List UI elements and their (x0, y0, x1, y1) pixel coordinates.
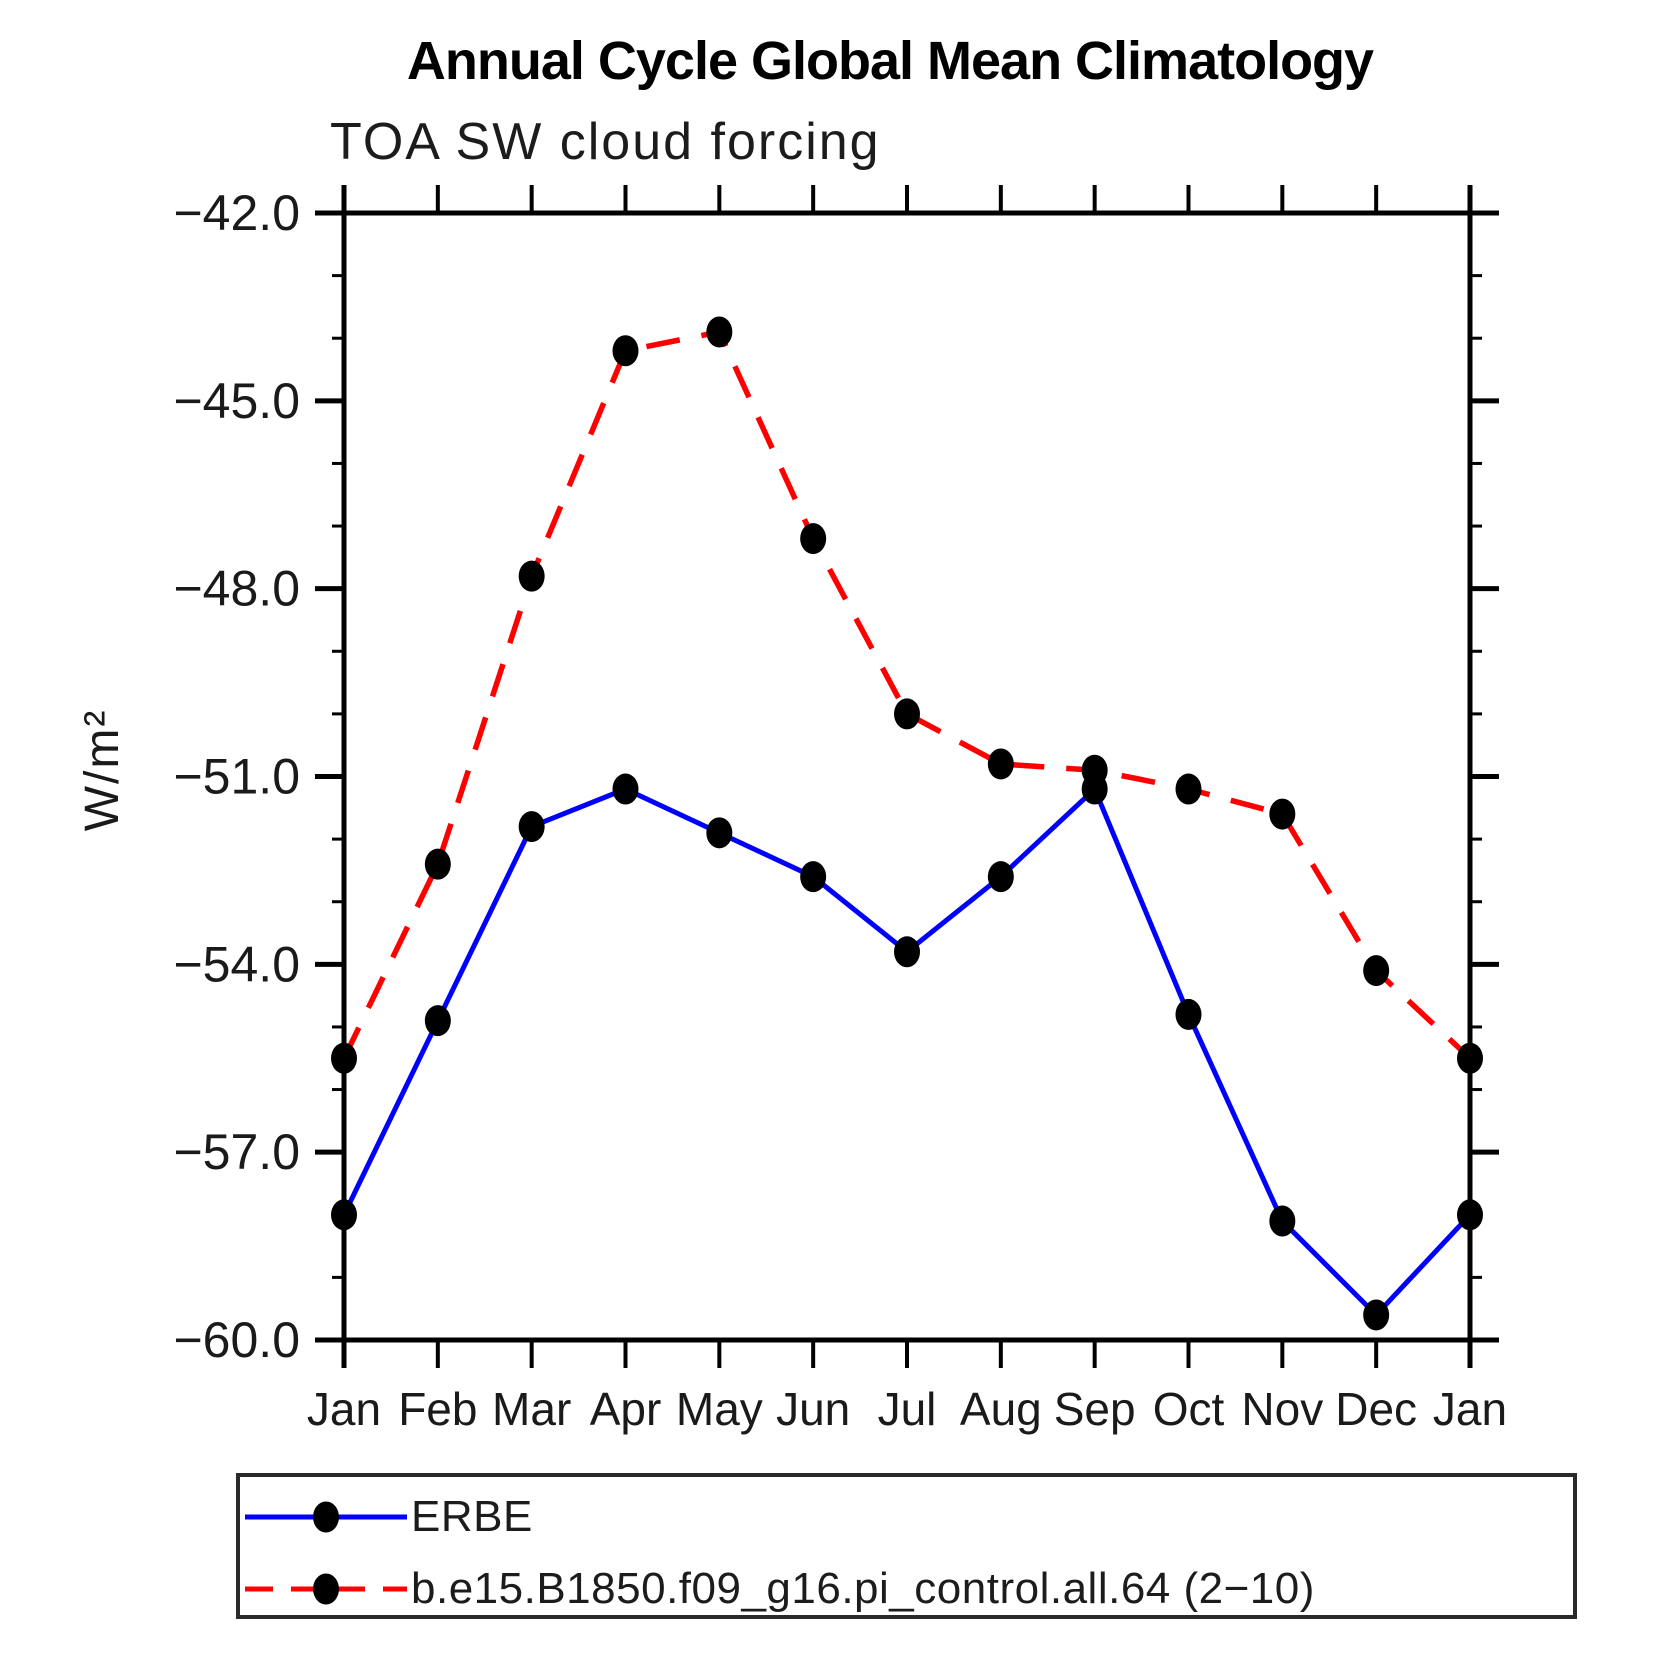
legend-line-sample-model (245, 1573, 407, 1605)
data-point-marker (987, 861, 1014, 893)
y-tick-label: −60.0 (173, 1312, 300, 1368)
y-tick-label: −45.0 (173, 373, 300, 429)
data-point-marker (800, 861, 827, 893)
y-tick-label: −51.0 (173, 749, 300, 805)
x-tick-label: Jan (1433, 1383, 1507, 1435)
x-tick-label: Jan (307, 1383, 381, 1435)
data-point-marker (518, 560, 545, 592)
data-point-marker (706, 316, 733, 348)
y-tick-label: −42.0 (173, 185, 300, 241)
data-point-marker (1457, 1042, 1483, 1074)
data-point-marker (331, 1042, 357, 1074)
y-tick-label: −48.0 (173, 561, 300, 617)
y-tick-label: −57.0 (173, 1124, 300, 1180)
data-point-marker (1363, 955, 1390, 987)
data-point-marker (1269, 1205, 1296, 1237)
legend-entry-model: b.e15.B1850.f09_g16.pi_control.all.64 (2… (245, 1567, 1315, 1611)
y-tick-label: −54.0 (173, 936, 300, 992)
data-point-marker (894, 936, 920, 968)
data-point-marker (612, 335, 639, 367)
data-point-marker (1175, 998, 1202, 1030)
data-point-marker (1363, 1299, 1390, 1331)
page-title: Annual Cycle Global Mean Climatology (406, 31, 1374, 91)
legend-label-erbe: ERBE (411, 1492, 533, 1541)
x-tick-label: Nov (1241, 1383, 1323, 1435)
x-tick-label: Dec (1335, 1383, 1417, 1435)
legend-sample-marker (313, 1501, 339, 1533)
data-point-marker (987, 748, 1014, 780)
data-point-marker (424, 1005, 451, 1037)
data-point-marker (1457, 1199, 1483, 1231)
data-point-marker (1269, 798, 1296, 830)
legend-line-sample-erbe (245, 1501, 407, 1533)
x-tick-label: Jun (776, 1383, 850, 1435)
x-tick-label: Feb (398, 1383, 477, 1435)
data-point-marker (424, 848, 451, 880)
legend-sample-marker (313, 1573, 339, 1605)
data-point-marker (894, 698, 920, 730)
data-point-marker (1081, 754, 1108, 786)
legend-entry-erbe: ERBE (245, 1495, 533, 1539)
x-tick-label: Oct (1153, 1383, 1225, 1435)
chart-subtitle: TOA SW cloud forcing (330, 113, 881, 171)
x-tick-label: Aug (960, 1383, 1042, 1435)
x-tick-label: May (676, 1383, 763, 1435)
x-tick-label: Jul (878, 1383, 937, 1435)
x-tick-label: Apr (590, 1383, 662, 1435)
x-tick-label: Mar (492, 1383, 571, 1435)
legend-box: ERBE b.e15.B1850.f09_g16.pi_control.all.… (236, 1473, 1577, 1619)
data-point-marker (518, 811, 545, 843)
data-point-marker (612, 773, 639, 805)
y-axis-label: W/m² (76, 709, 129, 832)
data-point-marker (1175, 773, 1202, 805)
data-point-marker (800, 523, 827, 555)
data-point-marker (331, 1199, 357, 1231)
legend-label-model: b.e15.B1850.f09_g16.pi_control.all.64 (2… (411, 1564, 1315, 1613)
data-point-marker (706, 817, 733, 849)
series-line-erbe (341, 784, 1472, 1319)
x-tick-label: Sep (1054, 1383, 1136, 1435)
